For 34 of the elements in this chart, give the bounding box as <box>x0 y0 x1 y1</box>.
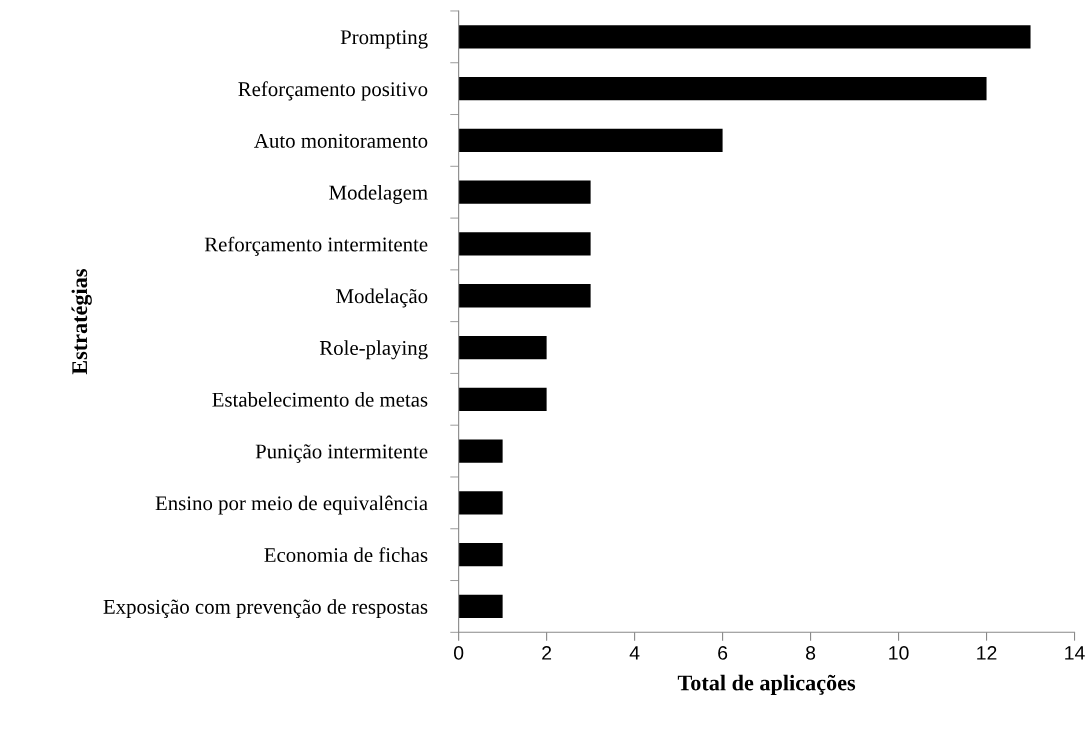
bar <box>458 335 547 360</box>
bar <box>458 232 591 256</box>
x-tick-label: 2 <box>542 646 552 660</box>
y-tick-label: Auto monitoramento <box>254 133 428 148</box>
bar <box>458 439 503 463</box>
x-tick-label: 12 <box>977 646 997 660</box>
bar <box>458 284 591 308</box>
x-axis-title: Total de aplicações <box>677 674 856 695</box>
x-tick-label: 0 <box>453 646 464 660</box>
x-tick-label: 10 <box>889 646 909 660</box>
bar <box>458 76 987 101</box>
bar <box>458 387 547 411</box>
y-tick-label: Estabelecimento de metas <box>212 392 428 407</box>
y-tick-label: Prompting <box>340 30 428 49</box>
bar <box>458 128 723 153</box>
bar <box>458 543 503 567</box>
y-tick-label: Reforçamento positivo <box>238 81 428 101</box>
y-tick-label: Economia de fichas <box>264 547 428 563</box>
x-tick-label: 14 <box>1065 646 1085 660</box>
y-tick-label: Ensino por meio de equivalência <box>155 495 428 515</box>
y-tick-label: Exposição com prevenção de respostas <box>103 599 428 619</box>
y-tick-label: Role-playing <box>319 340 428 360</box>
y-tick-label: Punição intermitente <box>255 444 428 463</box>
bar <box>458 491 503 515</box>
bar <box>458 180 591 204</box>
y-tick-label: Reforçamento intermitente <box>204 236 428 256</box>
bar <box>458 25 1031 49</box>
y-axis-title: Estratégias <box>71 269 92 375</box>
x-tick-label: 8 <box>806 646 816 660</box>
y-tick-label: Modelação <box>336 288 428 308</box>
x-tick-label: 6 <box>718 646 728 660</box>
bar <box>458 594 503 619</box>
x-tick-label: 4 <box>629 646 640 660</box>
y-tick-label: Modelagem <box>329 184 428 204</box>
